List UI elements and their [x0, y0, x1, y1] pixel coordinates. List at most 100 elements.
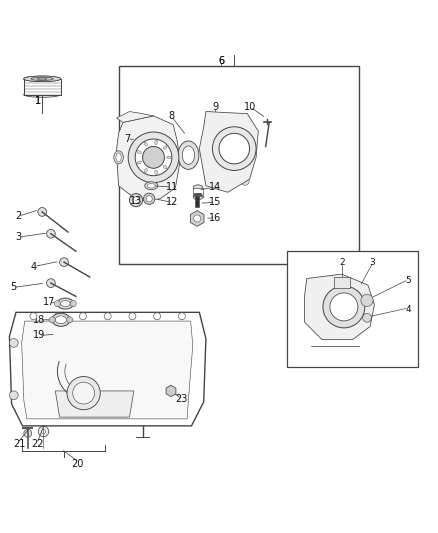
Text: 1: 1 — [35, 95, 41, 106]
Ellipse shape — [163, 146, 167, 149]
Circle shape — [10, 391, 18, 400]
Ellipse shape — [144, 142, 148, 146]
Circle shape — [363, 313, 371, 322]
Ellipse shape — [178, 141, 199, 169]
Circle shape — [178, 313, 185, 320]
Circle shape — [104, 313, 111, 320]
Text: 23: 23 — [176, 394, 188, 404]
Text: 5: 5 — [406, 276, 411, 285]
Text: 4: 4 — [406, 304, 411, 313]
Circle shape — [219, 133, 250, 164]
Ellipse shape — [130, 193, 143, 207]
Text: 9: 9 — [212, 102, 219, 112]
Text: 8: 8 — [168, 111, 174, 121]
Ellipse shape — [193, 193, 203, 200]
Circle shape — [10, 338, 18, 348]
Ellipse shape — [57, 298, 74, 309]
Circle shape — [46, 229, 55, 238]
Polygon shape — [199, 111, 258, 192]
Bar — [193, 188, 203, 197]
Text: 16: 16 — [209, 213, 222, 223]
Circle shape — [30, 313, 37, 320]
Ellipse shape — [145, 182, 158, 190]
Circle shape — [41, 430, 46, 434]
Circle shape — [67, 317, 73, 323]
Bar — [287, 251, 418, 367]
Text: 14: 14 — [209, 182, 222, 192]
Circle shape — [323, 286, 365, 328]
Ellipse shape — [133, 197, 140, 204]
Circle shape — [208, 116, 216, 124]
Circle shape — [128, 132, 179, 183]
Circle shape — [38, 426, 49, 437]
Circle shape — [194, 215, 201, 222]
Text: 18: 18 — [33, 315, 45, 325]
Text: 12: 12 — [166, 197, 178, 207]
Bar — [194, 193, 201, 196]
Text: 21: 21 — [13, 439, 25, 449]
Text: 3: 3 — [369, 259, 374, 267]
Circle shape — [38, 207, 46, 216]
Text: 2: 2 — [339, 259, 345, 267]
Ellipse shape — [55, 316, 67, 324]
Text: 20: 20 — [71, 459, 83, 469]
Text: 1: 1 — [35, 96, 41, 107]
Ellipse shape — [38, 78, 47, 80]
Ellipse shape — [24, 76, 61, 82]
Circle shape — [73, 382, 95, 404]
Bar — [24, 79, 61, 94]
Ellipse shape — [24, 76, 61, 82]
Circle shape — [143, 147, 164, 168]
Circle shape — [79, 313, 86, 320]
Circle shape — [67, 376, 100, 410]
Ellipse shape — [182, 146, 194, 164]
Ellipse shape — [24, 92, 61, 98]
Text: 17: 17 — [43, 297, 56, 308]
Text: 6: 6 — [218, 56, 224, 66]
Text: 4: 4 — [31, 262, 37, 271]
Ellipse shape — [137, 151, 141, 154]
Ellipse shape — [60, 301, 70, 306]
Ellipse shape — [193, 185, 203, 191]
Polygon shape — [117, 116, 180, 201]
Polygon shape — [304, 274, 374, 340]
Ellipse shape — [163, 165, 167, 169]
Text: 2: 2 — [15, 211, 21, 221]
Text: 5: 5 — [10, 282, 16, 293]
Ellipse shape — [166, 156, 171, 159]
Polygon shape — [21, 321, 193, 419]
Text: 11: 11 — [166, 182, 178, 192]
Circle shape — [361, 294, 373, 306]
Circle shape — [244, 118, 251, 126]
Circle shape — [129, 313, 136, 320]
Circle shape — [70, 301, 76, 306]
Ellipse shape — [155, 170, 158, 175]
Text: 15: 15 — [209, 197, 222, 207]
Text: 22: 22 — [32, 439, 44, 449]
Text: 7: 7 — [124, 134, 131, 143]
Polygon shape — [10, 312, 206, 426]
Polygon shape — [117, 111, 153, 123]
Text: 3: 3 — [15, 232, 21, 242]
Ellipse shape — [114, 151, 124, 164]
Bar — [334, 277, 350, 288]
Circle shape — [54, 301, 60, 306]
Text: 10: 10 — [244, 102, 257, 112]
Circle shape — [204, 173, 212, 181]
Bar — [119, 66, 359, 264]
Ellipse shape — [155, 140, 158, 144]
Ellipse shape — [144, 168, 148, 173]
Circle shape — [60, 258, 68, 266]
Circle shape — [144, 193, 155, 205]
Circle shape — [241, 177, 249, 185]
Ellipse shape — [148, 183, 155, 188]
Polygon shape — [55, 391, 134, 417]
Circle shape — [330, 293, 358, 321]
Bar — [195, 195, 199, 207]
Ellipse shape — [137, 161, 141, 164]
Circle shape — [212, 127, 256, 171]
Circle shape — [135, 139, 172, 176]
Text: 6: 6 — [218, 56, 224, 66]
Ellipse shape — [52, 313, 70, 326]
Text: 19: 19 — [33, 330, 45, 341]
